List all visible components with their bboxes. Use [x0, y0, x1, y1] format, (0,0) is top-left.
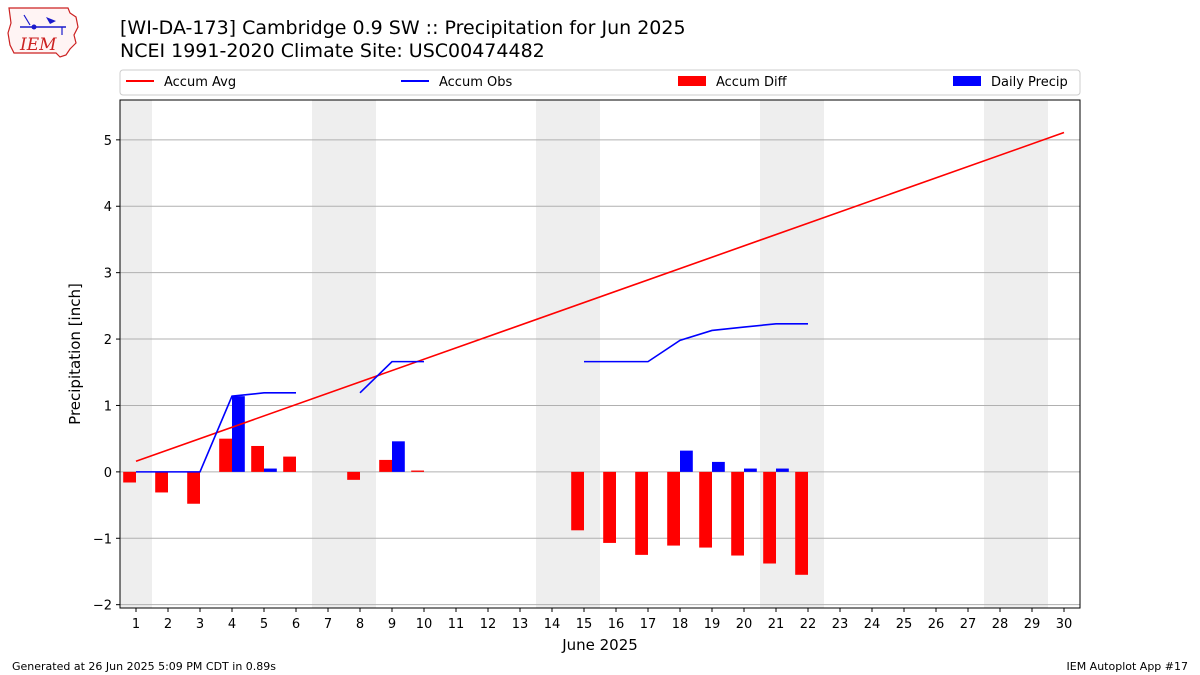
x-tick-label: 12	[480, 617, 497, 632]
accum-avg-line	[135, 131, 1065, 462]
daily-precip-bar	[232, 396, 245, 472]
accum-diff-bar	[187, 471, 200, 504]
x-tick-label: 8	[356, 617, 364, 632]
x-tick-label: 3	[196, 617, 204, 632]
legend-accum-avg-label: Accum Avg	[164, 75, 236, 90]
accum-diff-bar	[667, 471, 680, 546]
y-axis-label: Precipitation [inch]	[66, 283, 84, 425]
y-tick-label: 4	[104, 200, 112, 215]
y-tick-label: −1	[93, 532, 112, 547]
legend-accum-diff-swatch	[678, 76, 706, 86]
x-tick-label: 30	[1056, 617, 1073, 632]
x-tick-label: 18	[672, 617, 689, 632]
legend: Accum Avg Accum Obs Accum Diff Daily Precip	[119, 69, 1081, 96]
footer-generated: Generated at 26 Jun 2025 5:09 PM CDT in …	[12, 660, 277, 673]
x-tick-label: 9	[388, 617, 396, 632]
accum-diff-bar	[731, 471, 744, 556]
accum-diff-bar	[283, 456, 296, 472]
x-tick-label: 24	[864, 617, 881, 632]
x-tick-label: 23	[832, 617, 849, 632]
daily-precip-bar	[392, 441, 405, 472]
legend-box	[119, 69, 1081, 96]
x-tick-label: 16	[608, 617, 625, 632]
logo-text: IEM	[19, 35, 57, 55]
accum-diff-bar	[379, 459, 392, 472]
x-tick-label: 4	[228, 617, 236, 632]
accum-diff-bar	[603, 471, 616, 543]
daily-precip-bar	[776, 468, 789, 472]
y-tick-label: 5	[104, 134, 112, 149]
x-tick-label: 28	[992, 617, 1009, 632]
x-tick-label: 14	[544, 617, 561, 632]
accum-diff-bar	[219, 438, 232, 472]
accum-diff-bar	[571, 471, 584, 531]
x-tick-label: 11	[448, 617, 465, 632]
x-tick-label: 25	[896, 617, 913, 632]
daily-precip-bar	[744, 468, 757, 472]
chart-subtitle: NCEI 1991-2020 Climate Site: USC00474482	[120, 40, 545, 62]
weekend-band	[536, 100, 600, 608]
x-tick-label: 22	[800, 617, 817, 632]
weekend-band	[984, 100, 1048, 608]
x-tick-label: 2	[164, 617, 172, 632]
x-tick-label: 15	[576, 617, 593, 632]
y-tick-label: 2	[104, 333, 112, 348]
accum-diff-bar	[635, 471, 648, 555]
x-tick-label: 1	[132, 617, 140, 632]
x-tick-label: 13	[512, 617, 529, 632]
accum-diff-bar	[155, 471, 168, 493]
accum-diff-bar	[251, 445, 264, 472]
x-tick-label: 19	[704, 617, 721, 632]
legend-accum-diff-label: Accum Diff	[716, 75, 788, 90]
accum-diff-bar	[763, 471, 776, 564]
weekend-band	[312, 100, 376, 608]
x-axis-label: June 2025	[561, 636, 638, 654]
x-tick-label: 5	[260, 617, 268, 632]
weekend-band	[120, 100, 152, 608]
x-tick-label: 26	[928, 617, 945, 632]
x-tick-label: 20	[736, 617, 753, 632]
plot-frame	[119, 99, 1081, 609]
legend-daily-precip-swatch	[953, 76, 981, 86]
daily-precip-bar	[680, 450, 693, 472]
accum-diff-bar	[123, 471, 136, 483]
footer-app: IEM Autoplot App #17	[1066, 660, 1189, 673]
legend-accum-obs-label: Accum Obs	[439, 75, 512, 90]
y-tick-label: 1	[104, 399, 112, 414]
accum-diff-bar	[795, 471, 808, 575]
accum-obs-line	[359, 360, 424, 394]
accum-obs-line	[584, 322, 808, 363]
iem-logo: IEM	[6, 5, 82, 63]
x-tick-label: 27	[960, 617, 977, 632]
daily-precip-bar	[712, 461, 725, 472]
y-tick-label: 3	[104, 267, 112, 282]
legend-daily-precip-label: Daily Precip	[991, 75, 1068, 90]
x-tick-label: 10	[416, 617, 433, 632]
accum-diff-bar	[347, 471, 360, 480]
x-tick-label: 6	[292, 617, 300, 632]
chart-title: [WI-DA-173] Cambridge 0.9 SW :: Precipit…	[120, 17, 686, 39]
y-tick-label: −2	[93, 599, 112, 614]
accum-diff-bar	[699, 471, 712, 548]
x-tick-label: 21	[768, 617, 785, 632]
daily-precip-bar	[264, 468, 277, 472]
x-tick-label: 29	[1024, 617, 1041, 632]
y-tick-label: 0	[104, 466, 112, 481]
accum-diff-bar	[411, 470, 424, 472]
x-tick-label: 7	[324, 617, 332, 632]
accum-obs-line	[136, 392, 296, 473]
x-tick-label: 17	[640, 617, 657, 632]
